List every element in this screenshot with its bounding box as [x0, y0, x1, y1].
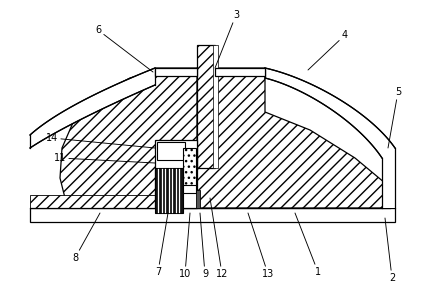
Text: 14: 14: [46, 133, 155, 148]
Polygon shape: [265, 68, 395, 208]
Polygon shape: [60, 68, 197, 208]
Bar: [30, 195, 155, 208]
Bar: [183, 185, 196, 193]
Bar: [215, 68, 265, 76]
Text: 1: 1: [295, 213, 321, 277]
Bar: [155, 168, 183, 213]
Bar: [213, 45, 218, 168]
Text: 10: 10: [179, 213, 191, 279]
Text: 9: 9: [200, 213, 208, 279]
Bar: [155, 140, 197, 208]
Text: 8: 8: [72, 213, 100, 263]
Polygon shape: [197, 68, 390, 208]
Text: 11: 11: [54, 153, 155, 163]
Text: 7: 7: [155, 213, 168, 277]
Text: 13: 13: [248, 213, 274, 279]
Text: 6: 6: [95, 25, 153, 72]
Text: 3: 3: [215, 10, 239, 68]
Text: 5: 5: [388, 87, 401, 148]
Bar: [155, 68, 197, 76]
Text: 2: 2: [385, 218, 395, 283]
Bar: [183, 148, 196, 188]
Text: 4: 4: [308, 30, 348, 70]
Polygon shape: [30, 68, 155, 148]
Bar: [30, 208, 395, 222]
Bar: [157, 142, 185, 160]
Text: 12: 12: [210, 198, 228, 279]
Bar: [196, 190, 200, 208]
Bar: [197, 45, 215, 168]
